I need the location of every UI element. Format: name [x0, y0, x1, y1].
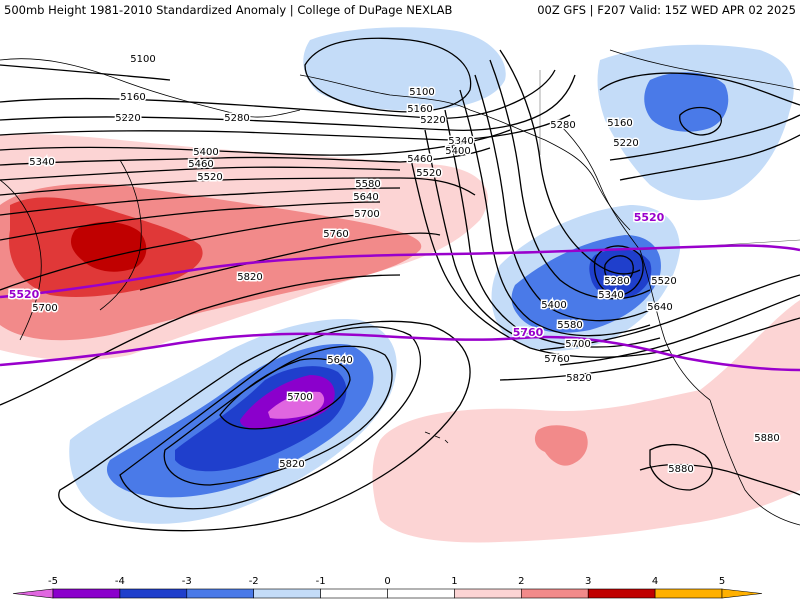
contour-label-c5340c: 5340	[598, 290, 623, 301]
legend-tick-label: -5	[48, 576, 58, 587]
contour-label-c5280a: 5280	[224, 113, 249, 124]
contour-label-c5460a: 5460	[188, 159, 213, 170]
contour-label-c5400c: 5400	[541, 300, 566, 311]
run-info: 00Z GFS | F207 Valid: 15Z WED APR 02 202…	[537, 3, 796, 17]
contour-label-c5400b: 5400	[445, 146, 470, 157]
contour-label-c5820b: 5820	[279, 459, 304, 470]
contour-label-c5160c: 5160	[607, 118, 632, 129]
legend-segment-3	[254, 589, 321, 598]
contour-label-c5220b: 5220	[420, 115, 445, 126]
contour-label-c5220c: 5220	[613, 138, 638, 149]
legend-tick-label: -3	[182, 576, 192, 587]
contour-label-c5760b: 5760	[544, 354, 569, 365]
legend-segment-4	[321, 589, 388, 598]
map-canvas: 5100510051605160516052205220522052805280…	[0, 20, 800, 572]
neg-anomaly-canada-2	[644, 72, 728, 132]
reference-label-r5520b: 5520	[634, 211, 665, 224]
legend-segment-1	[120, 589, 187, 598]
legend-right-arrow	[722, 589, 762, 598]
contour-label-c5880b: 5880	[668, 464, 693, 475]
contour-label-c5580b: 5580	[557, 320, 582, 331]
legend-segment-8	[588, 589, 655, 598]
contour-label-c5340a: 5340	[29, 157, 54, 168]
contour-label-c5520a: 5520	[197, 172, 222, 183]
contour-label-c5640b: 5640	[327, 355, 352, 366]
legend-tick-label: 0	[384, 576, 390, 587]
legend-segment-5	[388, 589, 455, 598]
contour-label-c5280b: 5280	[550, 120, 575, 131]
color-legend: -5 -4 -3 -2 -1 0 1 2 3 4 5	[0, 572, 800, 600]
legend-tick-label: -1	[316, 576, 326, 587]
legend-segment-2	[187, 589, 254, 598]
contour-label-c5160b: 5160	[407, 104, 432, 115]
contour-label-c5400a: 5400	[193, 147, 218, 158]
legend-segment-6	[454, 589, 521, 598]
legend-tick-label: 5	[719, 576, 725, 587]
contour-label-c5820a: 5820	[237, 272, 262, 283]
contour-label-c5520b: 5520	[416, 168, 441, 179]
contour-label-c5160a: 5160	[120, 92, 145, 103]
legend-tick-label: 1	[451, 576, 457, 587]
contour-label-c5700b: 5700	[32, 303, 57, 314]
legend-tick-label: 4	[652, 576, 658, 587]
contour-label-c5700c: 5700	[287, 392, 312, 403]
legend-tick-label: -2	[249, 576, 259, 587]
contour-label-c5580a: 5580	[355, 179, 380, 190]
contour-label-c5700d: 5700	[565, 339, 590, 350]
legend-tick-label: 3	[585, 576, 591, 587]
legend-left-arrow	[13, 589, 53, 598]
legend-tick-label: -4	[115, 576, 125, 587]
legend-segment-9	[655, 589, 722, 598]
contour-label-c5880a: 5880	[754, 433, 779, 444]
header-bar: 500mb Height 1981-2010 Standardized Anom…	[0, 0, 800, 20]
legend-segment-0	[53, 589, 120, 598]
reference-label-r5760a: 5760	[513, 326, 544, 339]
contour-label-c5100b: 5100	[409, 87, 434, 98]
contour-label-c5520c: 5520	[651, 276, 676, 287]
contour-label-c5280c: 5280	[604, 276, 629, 287]
contour-label-c5760a: 5760	[323, 229, 348, 240]
reference-label-r5520a: 5520	[9, 288, 40, 301]
contour-label-c5220a: 5220	[115, 113, 140, 124]
contour-label-c5700a: 5700	[354, 209, 379, 220]
contour-label-c5460b: 5460	[407, 154, 432, 165]
contour-label-c5100a: 5100	[130, 54, 155, 65]
contour-label-c5640c: 5640	[647, 302, 672, 313]
contour-label-c5640a: 5640	[353, 192, 378, 203]
contour-label-c5820c: 5820	[566, 373, 591, 384]
legend-tick-label: 2	[518, 576, 524, 587]
legend-canvas: -5 -4 -3 -2 -1 0 1 2 3 4 5	[0, 572, 800, 600]
map-title: 500mb Height 1981-2010 Standardized Anom…	[4, 3, 452, 17]
legend-segment-7	[521, 589, 588, 598]
